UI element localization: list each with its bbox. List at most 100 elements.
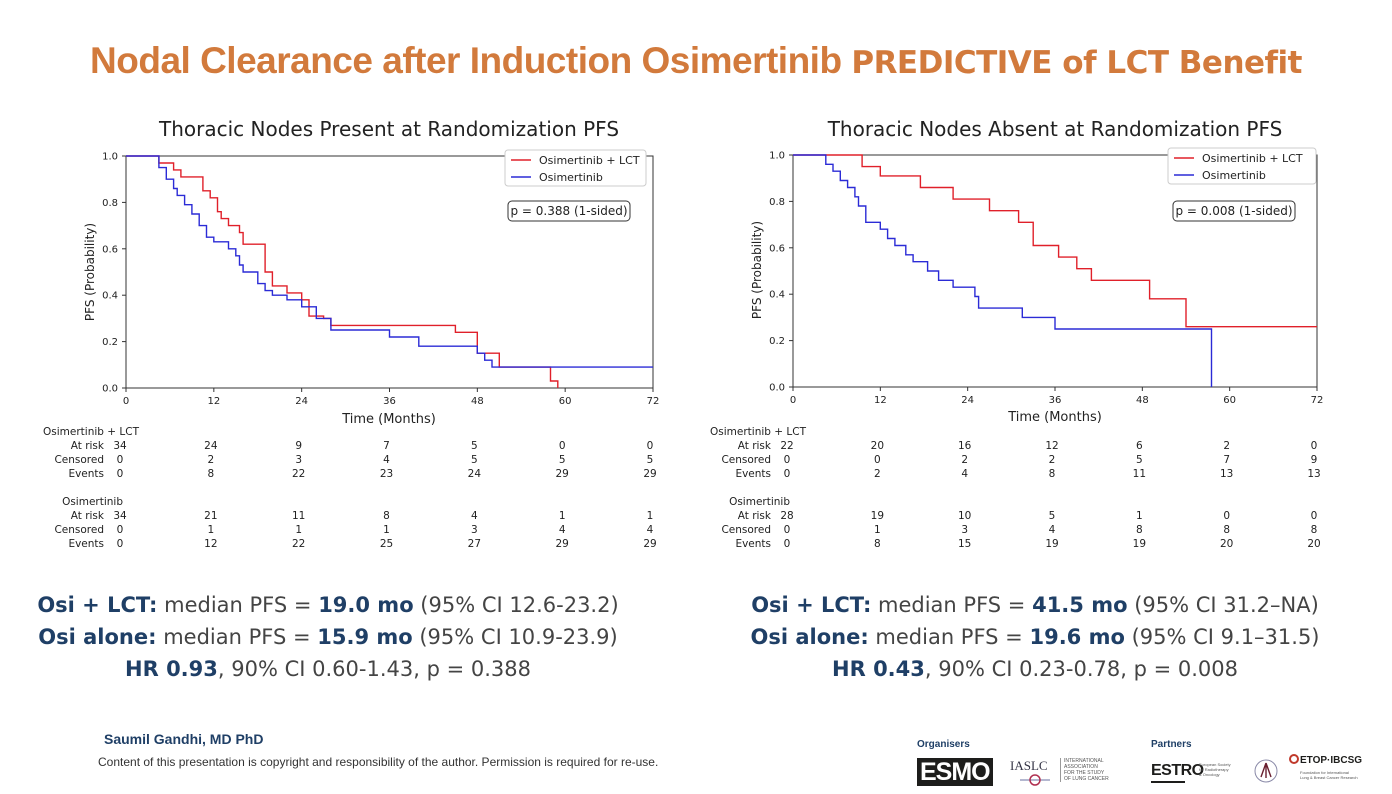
risk-row-label: Censored bbox=[54, 524, 104, 536]
legend-label: Osimertinib bbox=[1202, 169, 1266, 182]
km-chart-present: Thoracic Nodes Present at Randomization … bbox=[83, 117, 659, 427]
risk-value: 4 bbox=[471, 510, 478, 522]
risk-value: 0 bbox=[784, 524, 791, 536]
y-tick-label: 0.8 bbox=[102, 198, 118, 209]
risk-value: 16 bbox=[958, 440, 972, 452]
iaslc-emblem-icon bbox=[1020, 774, 1050, 786]
risk-value: 10 bbox=[958, 510, 971, 522]
risk-value: 29 bbox=[555, 468, 568, 480]
title-emphasis: PREDICTIVE of LCT Benefit bbox=[851, 45, 1302, 81]
risk-value: 0 bbox=[784, 538, 791, 550]
author-name: Saumil Gandhi, MD PhD bbox=[104, 731, 264, 747]
risk-value: 7 bbox=[383, 440, 390, 452]
esmo-logo: ESMO bbox=[917, 758, 993, 786]
risk-value: 0 bbox=[1223, 510, 1230, 522]
risk-value: 34 bbox=[113, 440, 127, 452]
risk-row-label: Events bbox=[735, 538, 771, 550]
risk-value: 13 bbox=[1220, 468, 1233, 480]
risk-value: 8 bbox=[1049, 468, 1056, 480]
risk-value: 0 bbox=[1311, 440, 1318, 452]
risk-value: 25 bbox=[380, 538, 393, 550]
risk-value: 5 bbox=[471, 454, 478, 466]
summary-line-lct: Osi + LCT: median PFS = 19.0 mo (95% CI … bbox=[37, 593, 619, 617]
estro-logo: ESTRO European Society for Radiotherapy … bbox=[1151, 762, 1231, 786]
risk-value: 5 bbox=[559, 454, 566, 466]
summary-line-hr: HR 0.93, 90% CI 0.60-1.43, p = 0.388 bbox=[125, 657, 531, 681]
plot-frame bbox=[792, 154, 1318, 388]
summary-present: Osi + LCT: median PFS = 19.0 mo (95% CI … bbox=[28, 589, 628, 685]
risk-row-label: Events bbox=[735, 468, 771, 480]
risk-value: 4 bbox=[1049, 524, 1056, 536]
risk-value: 1 bbox=[207, 524, 214, 536]
society-seal-icon bbox=[1254, 759, 1278, 783]
risk-value: 0 bbox=[1311, 510, 1318, 522]
risk-value: 5 bbox=[1049, 510, 1056, 522]
y-tick-label: 0.0 bbox=[102, 384, 118, 395]
risk-value: 8 bbox=[1223, 524, 1230, 536]
km-curve-osimertinib bbox=[126, 155, 653, 368]
risk-value: 34 bbox=[113, 510, 127, 522]
risk-value: 8 bbox=[1136, 524, 1143, 536]
risk-value: 0 bbox=[117, 454, 124, 466]
x-tick-label: 12 bbox=[874, 395, 887, 406]
risk-value: 8 bbox=[207, 468, 214, 480]
x-tick-label: 48 bbox=[471, 396, 484, 407]
risk-value: 12 bbox=[1045, 440, 1058, 452]
x-tick-label: 60 bbox=[1223, 395, 1236, 406]
risk-value: 15 bbox=[958, 538, 971, 550]
x-tick-label: 24 bbox=[961, 395, 974, 406]
risk-value: 3 bbox=[961, 524, 968, 536]
x-tick-label: 0 bbox=[790, 395, 796, 406]
y-axis-label: PFS (Probability) bbox=[83, 223, 97, 321]
legend-label: Osimertinib bbox=[539, 171, 603, 184]
risk-value: 0 bbox=[117, 468, 124, 480]
risk-row-label: Events bbox=[68, 538, 104, 550]
risk-row-label: At risk bbox=[71, 510, 105, 522]
risk-value: 8 bbox=[383, 510, 390, 522]
risk-value: 1 bbox=[383, 524, 390, 536]
risk-value: 11 bbox=[292, 510, 305, 522]
risk-value: 22 bbox=[292, 538, 305, 550]
risk-value: 29 bbox=[643, 468, 656, 480]
x-tick-label: 24 bbox=[295, 396, 308, 407]
x-tick-label: 0 bbox=[123, 396, 129, 407]
y-tick-label: 0.0 bbox=[769, 383, 785, 394]
legend-label: Osimertinib + LCT bbox=[539, 154, 640, 167]
x-axis-label: Time (Months) bbox=[1007, 410, 1102, 425]
risk-value: 5 bbox=[647, 454, 654, 466]
km-chart-absent: Thoracic Nodes Absent at Randomization P… bbox=[750, 117, 1324, 425]
risk-value: 22 bbox=[292, 468, 305, 480]
risk-row-label: Censored bbox=[721, 524, 771, 536]
y-axis-label: PFS (Probability) bbox=[750, 221, 764, 319]
risk-value: 24 bbox=[204, 440, 218, 452]
risk-row-label: Censored bbox=[721, 454, 771, 466]
x-tick-label: 48 bbox=[1136, 395, 1149, 406]
risk-value: 0 bbox=[784, 468, 791, 480]
risk-value: 20 bbox=[1307, 538, 1320, 550]
risk-row-label: At risk bbox=[738, 510, 772, 522]
x-tick-label: 72 bbox=[1311, 395, 1324, 406]
risk-group-name: Osimertinib bbox=[729, 496, 790, 508]
etop-ibcsg-logo: ETOP·IBCSG Foundation for International … bbox=[1289, 754, 1384, 788]
risk-value: 19 bbox=[1045, 538, 1058, 550]
organisers-label: Organisers bbox=[917, 739, 970, 750]
etop-emblem-icon bbox=[1289, 754, 1299, 764]
km-curve-osimertinib bbox=[793, 154, 1213, 387]
pvalue-box bbox=[1172, 200, 1296, 222]
risk-group-name: Osimertinib + LCT bbox=[710, 426, 807, 438]
pvalue-label: p = 0.388 (1-sided) bbox=[511, 204, 628, 218]
y-tick-label: 0.6 bbox=[102, 244, 118, 255]
risk-value: 8 bbox=[1311, 524, 1318, 536]
title-main: Nodal Clearance after Induction Osimerti… bbox=[90, 40, 842, 81]
risk-value: 28 bbox=[780, 510, 793, 522]
risk-row-label: At risk bbox=[71, 440, 105, 452]
risk-value: 1 bbox=[874, 524, 881, 536]
risk-value: 1 bbox=[1136, 510, 1143, 522]
risk-value: 0 bbox=[117, 524, 124, 536]
risk-row-label: At risk bbox=[738, 440, 772, 452]
risk-value: 0 bbox=[784, 454, 791, 466]
chart-title: Thoracic Nodes Absent at Randomization P… bbox=[827, 117, 1283, 141]
risk-value: 2 bbox=[874, 468, 881, 480]
